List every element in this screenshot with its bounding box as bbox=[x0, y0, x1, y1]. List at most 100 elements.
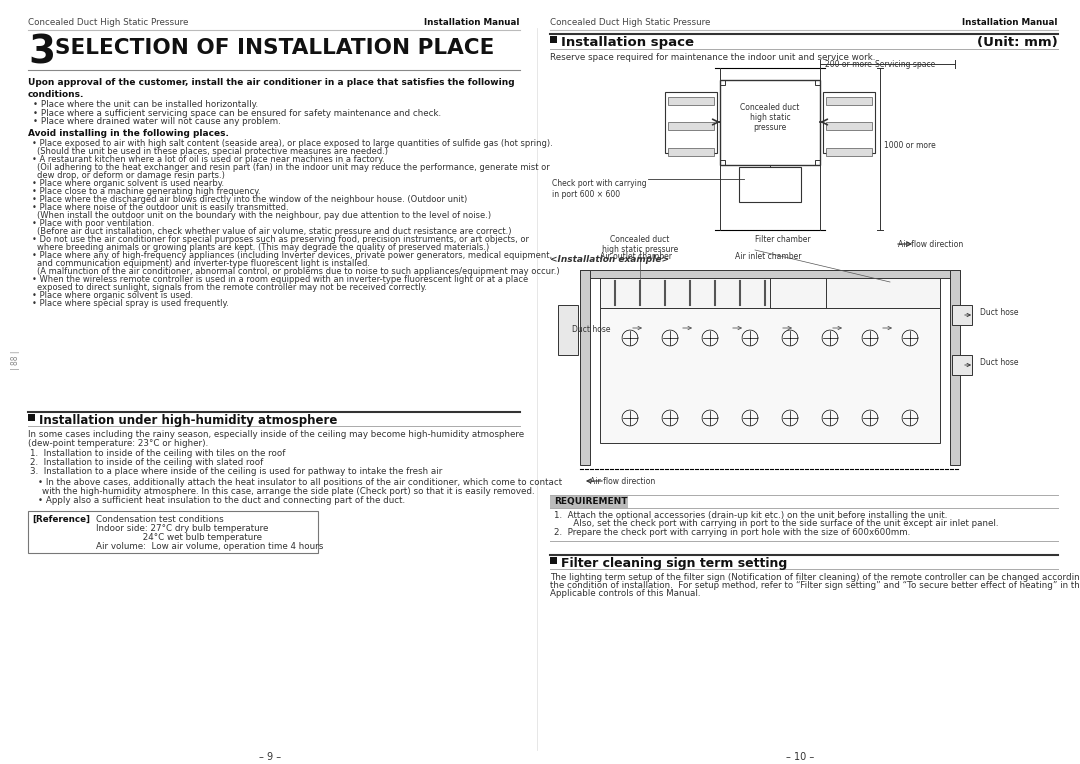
Text: exposed to direct sunlight, signals from the remote controller may not be receiv: exposed to direct sunlight, signals from… bbox=[37, 283, 427, 292]
Bar bbox=[28, 414, 35, 421]
Bar bbox=[951, 305, 972, 325]
Text: [Reference]: [Reference] bbox=[32, 515, 90, 524]
Bar bbox=[550, 556, 557, 564]
Text: • In the above cases, additionally attach the heat insulator to all positions of: • In the above cases, additionally attac… bbox=[38, 478, 562, 487]
Bar bbox=[950, 270, 960, 465]
Text: Filter cleaning sign term setting: Filter cleaning sign term setting bbox=[561, 556, 787, 569]
Text: Installation under high-humidity atmosphere: Installation under high-humidity atmosph… bbox=[39, 414, 337, 427]
Text: • Place where noise of the outdoor unit is easily transmitted.: • Place where noise of the outdoor unit … bbox=[32, 202, 288, 212]
Bar bbox=[600, 308, 940, 443]
Text: (A malfunction of the air conditioner, abnormal control, or problems due to nois: (A malfunction of the air conditioner, a… bbox=[37, 267, 559, 276]
Bar bbox=[951, 355, 972, 375]
Text: <Installation example>: <Installation example> bbox=[550, 255, 669, 264]
Bar bbox=[669, 97, 714, 105]
Bar bbox=[720, 160, 725, 165]
Bar bbox=[823, 92, 875, 153]
Text: 2.  Prepare the check port with carrying in port hole with the size of 600x600mm: 2. Prepare the check port with carrying … bbox=[554, 528, 910, 537]
Bar bbox=[665, 92, 717, 153]
Text: (Oil adhering to the heat exchanger and resin part (fan) in the indoor unit may : (Oil adhering to the heat exchanger and … bbox=[37, 163, 550, 171]
Bar bbox=[815, 80, 820, 85]
Bar bbox=[826, 97, 872, 105]
Text: Concealed Duct High Static Pressure: Concealed Duct High Static Pressure bbox=[550, 18, 711, 27]
Text: • Place close to a machine generating high frequency.: • Place close to a machine generating hi… bbox=[32, 186, 260, 196]
Text: • Place exposed to air with high salt content (seaside area), or place exposed t: • Place exposed to air with high salt co… bbox=[32, 138, 553, 147]
Bar bbox=[720, 80, 820, 165]
Text: Condensation test conditions: Condensation test conditions bbox=[96, 515, 224, 524]
Text: dew drop, or deform or damage resin parts.): dew drop, or deform or damage resin part… bbox=[37, 170, 225, 180]
Text: Installation Manual: Installation Manual bbox=[962, 18, 1058, 27]
Text: (Unit: mm): (Unit: mm) bbox=[977, 36, 1058, 49]
Text: 200 or more: 200 or more bbox=[825, 60, 872, 69]
Text: Avoid installing in the following places.: Avoid installing in the following places… bbox=[28, 128, 229, 138]
Text: Also, set the check port with carrying in port to the side surface of the unit e: Also, set the check port with carrying i… bbox=[565, 520, 999, 529]
Text: • Place where a sufficient servicing space can be ensured for safety maintenance: • Place where a sufficient servicing spa… bbox=[33, 108, 441, 118]
Text: the condition of installation.  For setup method, refer to “Filter sign setting”: the condition of installation. For setup… bbox=[550, 581, 1080, 590]
Text: Installation Manual: Installation Manual bbox=[424, 18, 519, 27]
Text: Applicable controls of this Manual.: Applicable controls of this Manual. bbox=[550, 590, 701, 598]
Text: Upon approval of the customer, install the air conditioner in a place that satis: Upon approval of the customer, install t… bbox=[28, 78, 515, 99]
Text: Air flow direction: Air flow direction bbox=[590, 477, 656, 486]
Text: (Before air duct installation, check whether value of air volume, static pressur: (Before air duct installation, check whe… bbox=[37, 226, 512, 235]
Bar bbox=[550, 496, 627, 508]
Text: Indoor side: 27°C dry bulb temperature: Indoor side: 27°C dry bulb temperature bbox=[96, 524, 268, 533]
Bar bbox=[815, 160, 820, 165]
Bar bbox=[669, 122, 714, 130]
Bar bbox=[739, 167, 801, 202]
Text: Concealed Duct High Static Pressure: Concealed Duct High Static Pressure bbox=[28, 18, 188, 27]
Bar bbox=[550, 36, 557, 43]
Text: Reserve space required for maintenance the indoor unit and service work.: Reserve space required for maintenance t… bbox=[550, 53, 876, 62]
Text: (When install the outdoor unit on the boundary with the neighbour, pay due atten: (When install the outdoor unit on the bo… bbox=[37, 211, 491, 219]
Text: 1.  Installation to inside of the ceiling with tiles on the roof: 1. Installation to inside of the ceiling… bbox=[30, 449, 285, 458]
Text: Air flow direction: Air flow direction bbox=[897, 240, 963, 249]
Text: Filter chamber: Filter chamber bbox=[755, 235, 811, 244]
Text: • Place where the discharged air blows directly into the window of the neighbour: • Place where the discharged air blows d… bbox=[32, 195, 468, 203]
Text: In some cases including the rainy season, especially inside of the ceiling may b: In some cases including the rainy season… bbox=[28, 430, 524, 439]
Text: with the high-humidity atmosphere. In this case, arrange the side plate (Check p: with the high-humidity atmosphere. In th… bbox=[42, 487, 535, 496]
Bar bbox=[580, 270, 960, 278]
Text: Duct hose: Duct hose bbox=[980, 358, 1018, 367]
Text: Duct hose: Duct hose bbox=[572, 325, 610, 334]
Text: • Do not use the air conditioner for special purposes such as preserving food, p: • Do not use the air conditioner for spe… bbox=[32, 235, 529, 244]
Text: Concealed duct
high static
pressure: Concealed duct high static pressure bbox=[740, 102, 799, 132]
Text: SELECTION OF INSTALLATION PLACE: SELECTION OF INSTALLATION PLACE bbox=[55, 38, 495, 58]
Bar bbox=[720, 80, 725, 85]
Bar bbox=[28, 511, 318, 553]
Text: REQUIREMENT: REQUIREMENT bbox=[554, 497, 627, 506]
Bar bbox=[826, 148, 872, 156]
Text: (dew-point temperature: 23°C or higher).: (dew-point temperature: 23°C or higher). bbox=[28, 439, 208, 448]
Text: and communication equipment) and inverter-type fluorescent light is installed.: and communication equipment) and inverte… bbox=[37, 258, 370, 267]
Text: | 88 |: | 88 | bbox=[11, 350, 19, 370]
Bar bbox=[600, 278, 940, 308]
Text: (Should the unit be used in these places, special protective measures are needed: (Should the unit be used in these places… bbox=[37, 147, 388, 156]
Text: Air inlet chamber: Air inlet chamber bbox=[735, 252, 801, 261]
Text: 3.  Installation to a place where inside of the ceiling is used for pathway to i: 3. Installation to a place where inside … bbox=[30, 467, 443, 476]
Text: Air volume:  Low air volume, operation time 4 hours: Air volume: Low air volume, operation ti… bbox=[96, 542, 323, 551]
Text: • Place where the unit can be installed horizontally.: • Place where the unit can be installed … bbox=[33, 100, 258, 109]
Text: where breeding animals or growing plants are kept. (This may degrade the quality: where breeding animals or growing plants… bbox=[37, 242, 489, 251]
Text: • Place where organic solvent is used nearby.: • Place where organic solvent is used ne… bbox=[32, 179, 225, 187]
Text: – 9 –: – 9 – bbox=[259, 752, 281, 762]
Text: Concealed duct
high static pressure: Concealed duct high static pressure bbox=[602, 235, 678, 254]
Text: – 10 –: – 10 – bbox=[786, 752, 814, 762]
Bar bbox=[580, 270, 590, 465]
Bar bbox=[558, 305, 578, 355]
Text: Air outlet chamber: Air outlet chamber bbox=[600, 252, 672, 261]
Text: • Place where any of high-frequency appliances (including Inverter devices, priv: • Place where any of high-frequency appl… bbox=[32, 251, 552, 260]
Text: • Place where drained water will not cause any problem.: • Place where drained water will not cau… bbox=[33, 117, 281, 126]
Text: • When the wireless remote controller is used in a room equipped with an inverte: • When the wireless remote controller is… bbox=[32, 274, 528, 283]
Text: 1000 or more: 1000 or more bbox=[885, 141, 935, 150]
Text: The lighting term setup of the filter sign (Notification of filter cleaning) of : The lighting term setup of the filter si… bbox=[550, 572, 1080, 581]
Text: 1.  Attach the optional accessories (drain-up kit etc.) on the unit before insta: 1. Attach the optional accessories (drai… bbox=[554, 511, 947, 520]
Text: 3: 3 bbox=[28, 33, 55, 71]
Text: Servicing space: Servicing space bbox=[875, 60, 935, 69]
Text: • Place with poor ventilation.: • Place with poor ventilation. bbox=[32, 219, 154, 228]
Text: Check port with carrying
in port 600 × 600: Check port with carrying in port 600 × 6… bbox=[552, 180, 647, 199]
Text: 2.  Installation to inside of the ceiling with slated roof: 2. Installation to inside of the ceiling… bbox=[30, 458, 264, 467]
Text: • Place where organic solvent is used.: • Place where organic solvent is used. bbox=[32, 290, 193, 299]
Text: • A restaurant kitchen where a lot of oil is used or place near machines in a fa: • A restaurant kitchen where a lot of oi… bbox=[32, 154, 384, 163]
Text: • Place where special spray is used frequently.: • Place where special spray is used freq… bbox=[32, 299, 229, 307]
Text: Installation space: Installation space bbox=[561, 36, 694, 49]
Bar bbox=[669, 148, 714, 156]
Text: Duct hose: Duct hose bbox=[980, 308, 1018, 317]
Bar bbox=[826, 122, 872, 130]
